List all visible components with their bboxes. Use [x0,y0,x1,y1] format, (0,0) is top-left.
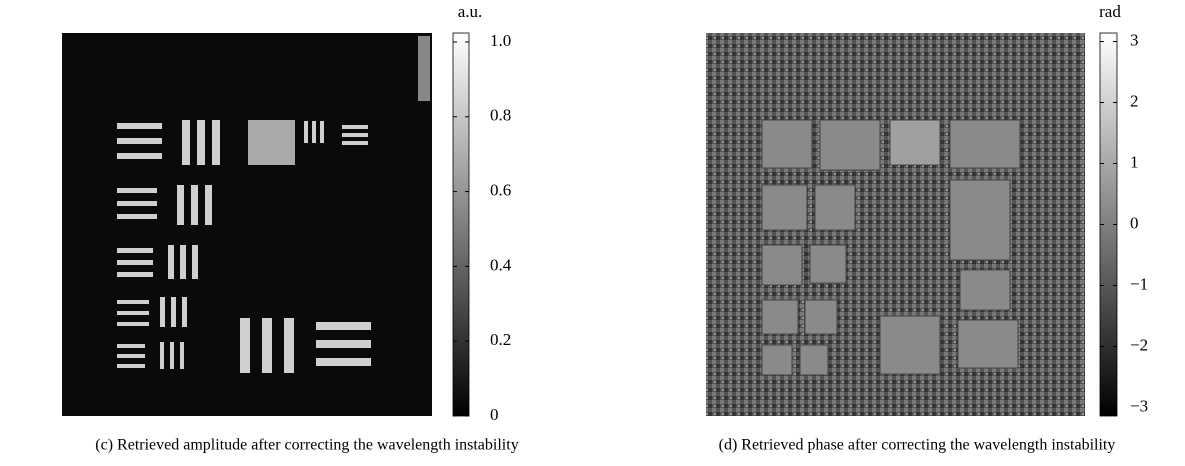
colorbar-tick-label: 3 [1130,30,1139,49]
colorbar-tick-label: 0 [490,405,499,424]
colorbar-tick-label: 0.4 [490,255,512,274]
colorbar-tick-label: −3 [1130,396,1148,415]
colorbar-tick-label: 0.6 [490,180,511,199]
colorbar-tick-label: 1.0 [490,31,511,50]
colorbar-tick-label: 0.2 [490,330,511,349]
phase-image [706,33,1085,416]
caption: (d) Retrieved phase after correcting the… [719,437,1116,454]
colorbar-tick-label: 0.8 [490,106,511,125]
colorbar-unit: rad [1099,2,1121,21]
colorbar [452,32,470,417]
colorbar-tick-label: −2 [1130,335,1148,354]
colorbar-tick-label: −1 [1130,274,1148,293]
colorbar-tick-label: 1 [1130,152,1139,171]
caption: (c) Retrieved amplitude after correcting… [95,437,518,454]
colorbar-tick-label: 0 [1130,213,1139,232]
colorbar-unit: a.u. [458,2,483,21]
colorbar-tick-label: 2 [1130,91,1139,110]
amplitude-image [62,33,432,416]
